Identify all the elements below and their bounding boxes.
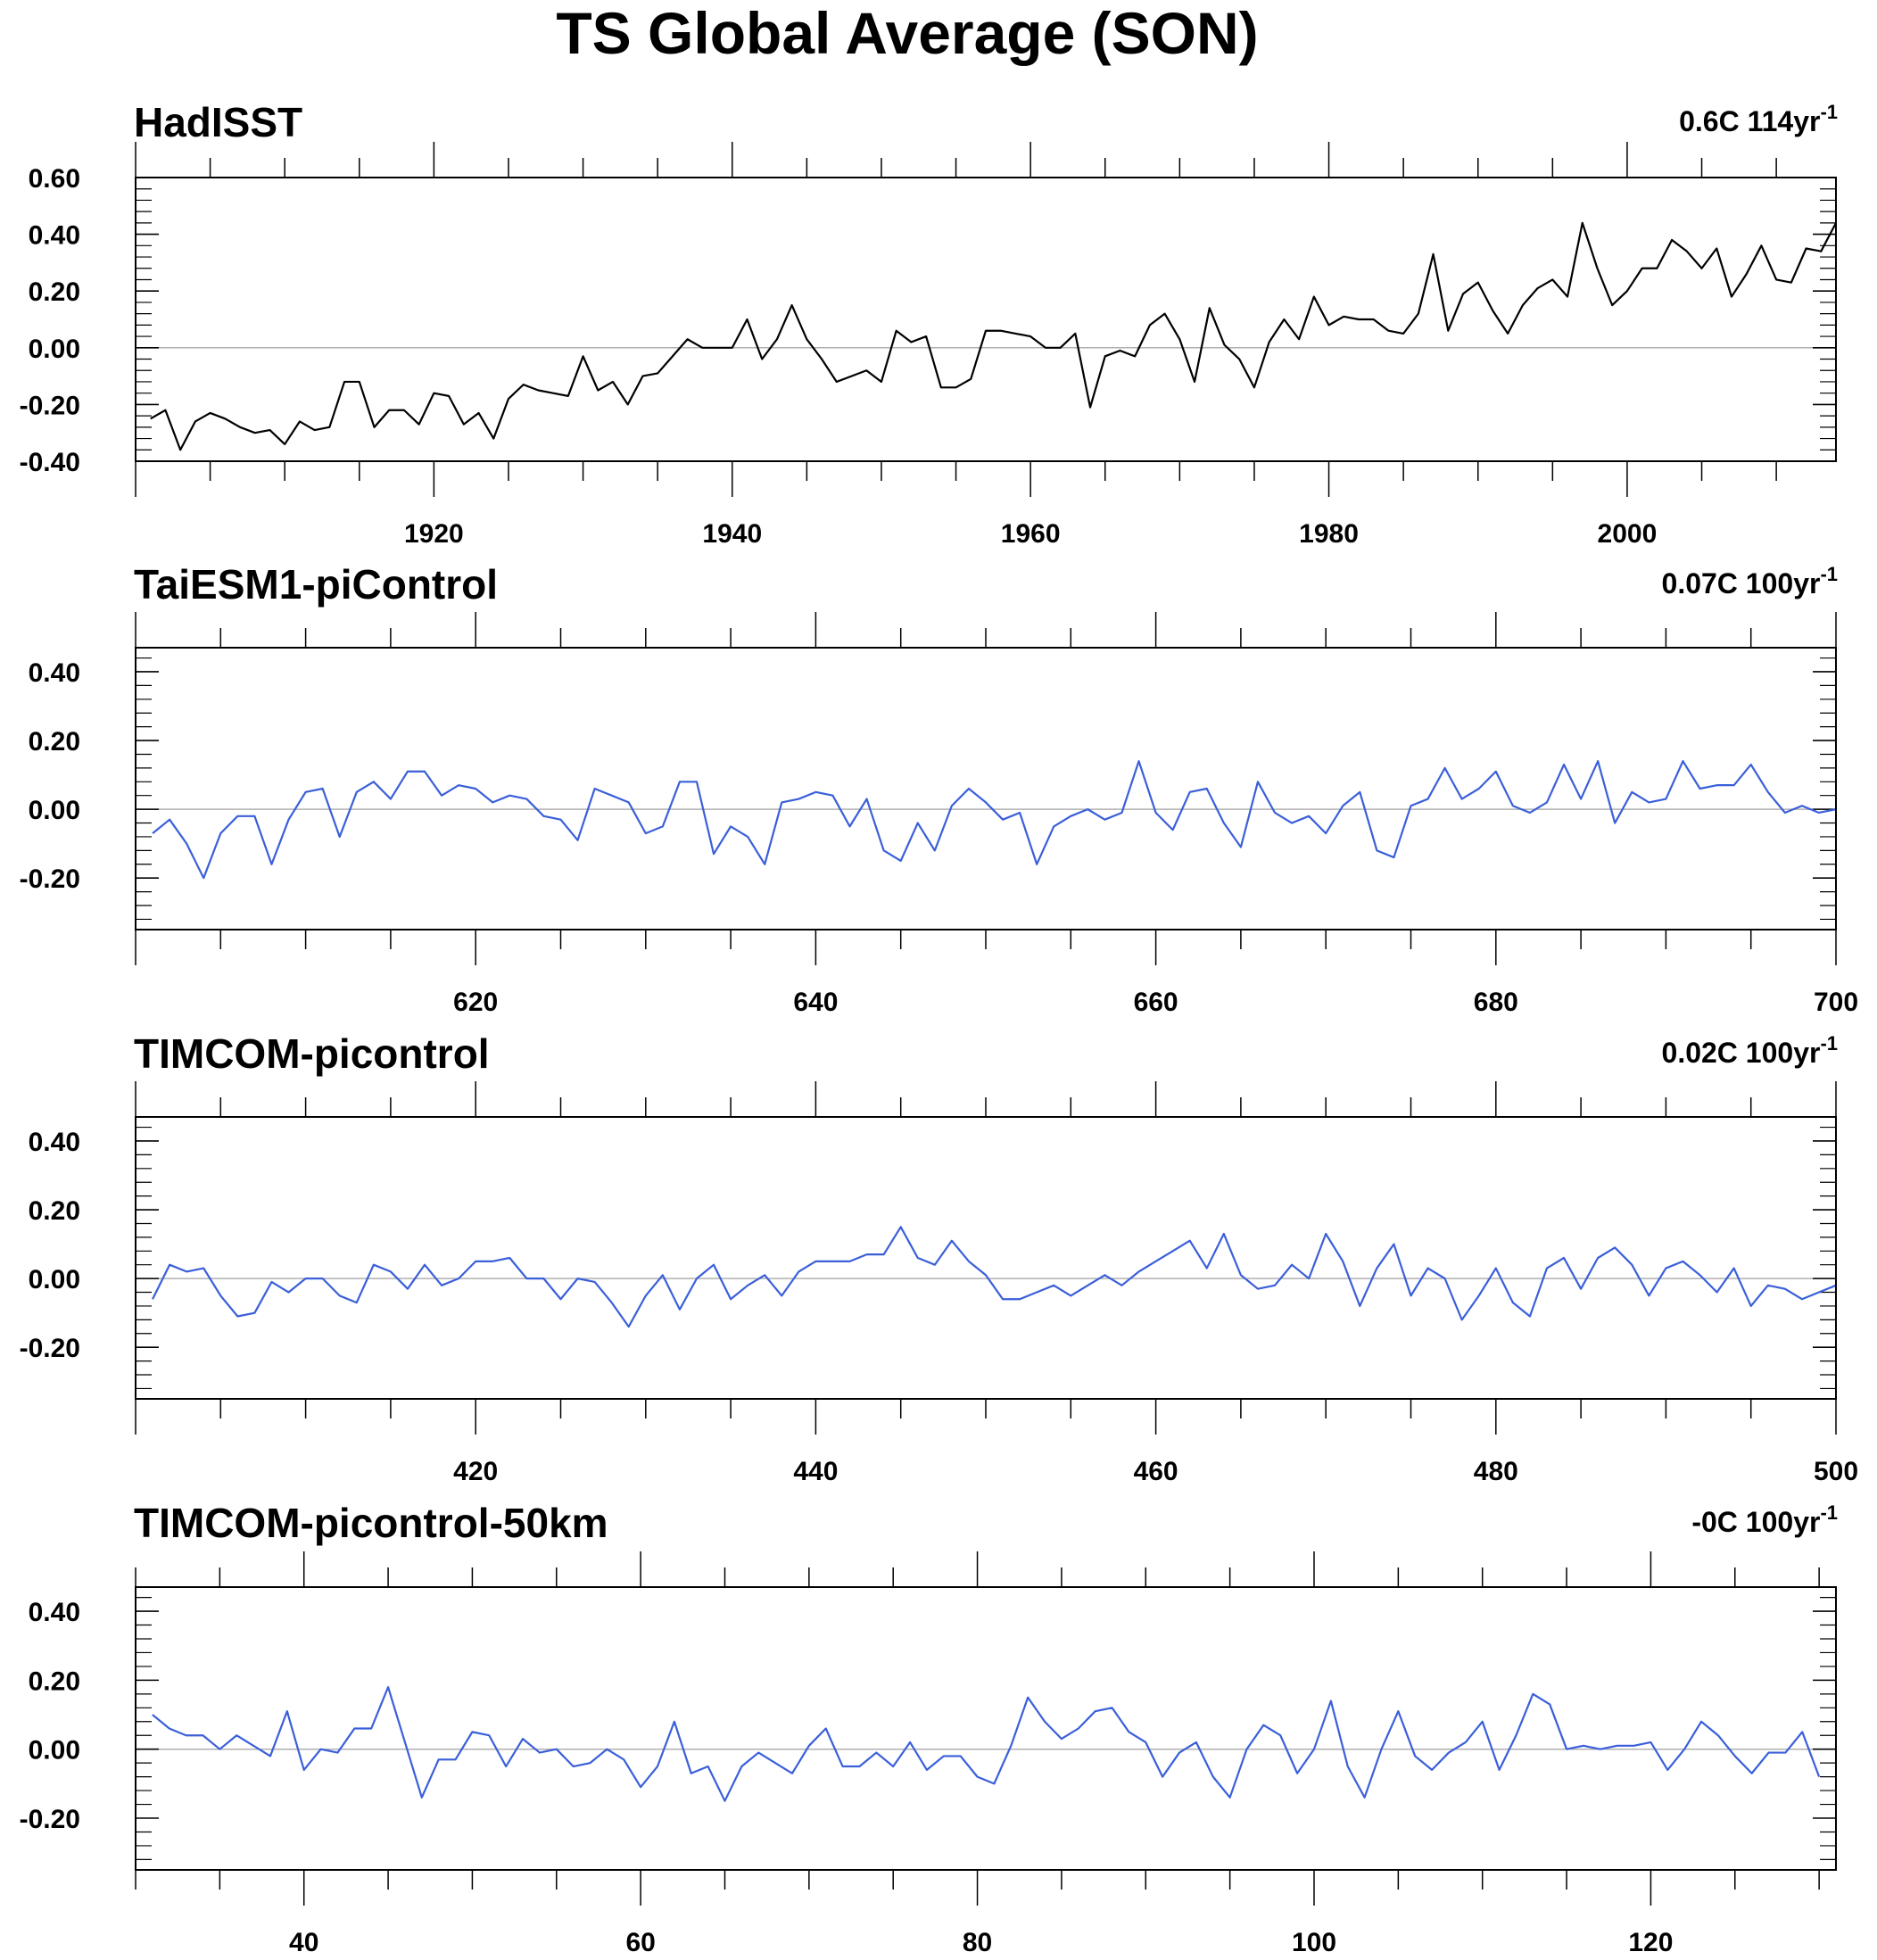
- y-tick-label: 0.00: [29, 1265, 80, 1294]
- y-tick-label: 0.40: [29, 658, 80, 688]
- x-tick-label: 640: [793, 988, 838, 1017]
- y-tick-label: -0.20: [20, 864, 80, 894]
- x-tick-label: 660: [1134, 988, 1178, 1017]
- x-tick-label: 1940: [702, 519, 762, 549]
- chart-panel-4: TIMCOM-picontrol-50km -0C 100yr-1 0.40 0.20…: [20, 1500, 1838, 1957]
- y-tick-label: 0.00: [29, 796, 80, 825]
- trend-exponent: -1: [1820, 101, 1838, 123]
- trend-label: 0.6C 114yr-1: [1679, 101, 1838, 137]
- panel-title: HadISST: [134, 99, 302, 145]
- y-tick-label: -0.40: [20, 448, 80, 477]
- panel-title: TIMCOM-picontrol: [134, 1030, 490, 1077]
- y-tick-label: 0.40: [29, 221, 80, 251]
- chart-panel-3: TIMCOM-picontrol 0.02C 100yr-1 0.40 0.20 0.0…: [20, 1030, 1858, 1486]
- x-tick-label: 460: [1134, 1457, 1178, 1486]
- x-tick-label: 1980: [1299, 519, 1359, 549]
- series-line: [152, 760, 1837, 880]
- trend-exponent: -1: [1820, 563, 1838, 585]
- series-line: [152, 1226, 1837, 1328]
- trend-label: 0.07C 100yr-1: [1662, 563, 1838, 600]
- y-tick-label: 0.00: [29, 1736, 80, 1766]
- y-tick-label: 0.40: [29, 1598, 80, 1627]
- chart-panel-1: HadISST 0.6C 114yr-1 0.60 0.40 0.20 0.00 -0.20…: [20, 99, 1838, 549]
- y-tick-label: 0.00: [29, 335, 80, 364]
- trend-label: -0C 100yr-1: [1691, 1501, 1838, 1538]
- plot-frame: [135, 1116, 1837, 1400]
- x-tick-label: 120: [1628, 1928, 1673, 1957]
- y-tick-label: 0.20: [29, 1196, 80, 1226]
- x-tick-label: 100: [1292, 1928, 1336, 1957]
- series-line: [150, 221, 1837, 451]
- plot-frame: [135, 177, 1837, 462]
- x-tick-label: 1920: [404, 519, 464, 549]
- x-tick-label: 440: [793, 1457, 838, 1486]
- x-tick-label: 60: [625, 1928, 655, 1957]
- y-tick-label: -0.20: [20, 1334, 80, 1363]
- x-tick-label: 480: [1474, 1457, 1518, 1486]
- chart-panel-2: TaiESM1-piControl 0.07C 100yr-1 0.40 0.20 0.…: [20, 561, 1858, 1017]
- y-tick-label: 0.60: [29, 164, 80, 194]
- x-tick-label: 680: [1474, 988, 1518, 1017]
- x-tick-label: 1960: [1001, 519, 1061, 549]
- y-tick-label: 0.20: [29, 277, 80, 307]
- series-line: [152, 1686, 1821, 1802]
- x-tick-label: 2000: [1598, 519, 1658, 549]
- x-tick-label: 80: [963, 1928, 992, 1957]
- y-tick-label: -0.20: [20, 391, 80, 420]
- panel-title: TIMCOM-picontrol-50km: [134, 1500, 608, 1546]
- y-tick-label: -0.20: [20, 1805, 80, 1834]
- plot-frame: [135, 1586, 1837, 1871]
- y-tick-label: 0.20: [29, 1666, 80, 1696]
- trend-exponent: -1: [1820, 1032, 1838, 1054]
- plot-frame: [135, 647, 1837, 930]
- x-tick-label: 700: [1814, 988, 1858, 1017]
- x-tick-label: 500: [1814, 1457, 1858, 1486]
- trend-label: 0.02C 100yr-1: [1662, 1032, 1838, 1069]
- y-tick-label: 0.40: [29, 1128, 80, 1157]
- y-tick-label: 0.20: [29, 727, 80, 757]
- figure-title: TS Global Average (SON): [556, 0, 1258, 66]
- panel-title: TaiESM1-piControl: [134, 561, 498, 608]
- x-tick-label: 420: [453, 1457, 498, 1486]
- x-tick-label: 40: [289, 1928, 318, 1957]
- trend-exponent: -1: [1820, 1501, 1838, 1524]
- x-tick-label: 620: [453, 988, 498, 1017]
